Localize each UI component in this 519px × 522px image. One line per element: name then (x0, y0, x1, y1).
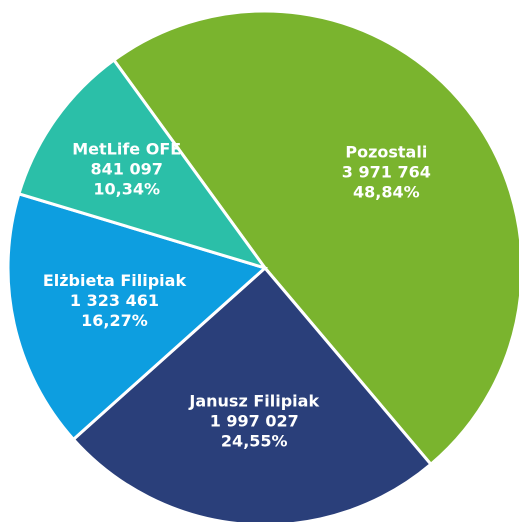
pie-slice (17, 57, 269, 271)
slice-label: Pozostali (345, 142, 427, 161)
slice-label: Elżbieta Filipiak (43, 271, 187, 290)
value-label: 3 971 764 (342, 162, 431, 181)
value-label: 1 323 461 (70, 291, 159, 310)
pie-slice (111, 9, 519, 467)
slice-label: MetLife OFE (72, 139, 181, 158)
value-label: 1 997 027 (210, 411, 299, 430)
percent-label: 24,55% (221, 431, 288, 450)
percent-label: 16,27% (81, 311, 148, 330)
value-label: 841 097 (91, 159, 163, 178)
pie-slice (6, 191, 268, 442)
percent-label: 10,34% (93, 179, 160, 198)
pie-slice (71, 265, 434, 522)
percent-label: 48,84% (353, 182, 420, 201)
slice-label: Janusz Filipiak (188, 391, 319, 410)
